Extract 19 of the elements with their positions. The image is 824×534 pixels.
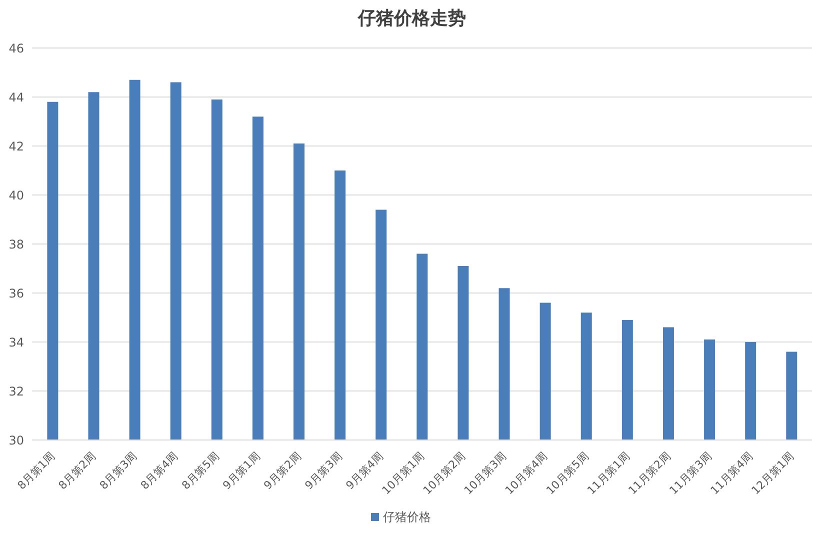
y-tick-label: 40 (8, 188, 24, 202)
x-tick-label: 9月第3周 (302, 450, 345, 492)
chart-title: 仔猪价格走势 (356, 7, 467, 30)
y-tick-label: 34 (8, 335, 24, 350)
legend-label: 仔猪价格 (383, 510, 431, 524)
x-tick-label: 9月第2周 (261, 450, 304, 492)
x-tick-label: 9月第1周 (220, 450, 263, 492)
y-tick-label: 36 (8, 286, 24, 300)
y-tick-label: 46 (8, 41, 24, 56)
x-tick-label: 8月第5周 (179, 450, 222, 492)
y-tick-label: 30 (8, 433, 24, 448)
y-tick-label: 42 (8, 139, 24, 154)
x-tick-label: 8月第3周 (97, 450, 140, 492)
x-tick-label: 8月第2周 (56, 450, 99, 492)
y-tick-label: 38 (8, 237, 24, 252)
x-tick-label: 8月第4周 (138, 450, 181, 492)
y-tick-label: 44 (8, 90, 24, 104)
x-tick-label: 8月第1周 (15, 450, 58, 492)
y-tick-label: 32 (8, 384, 24, 398)
